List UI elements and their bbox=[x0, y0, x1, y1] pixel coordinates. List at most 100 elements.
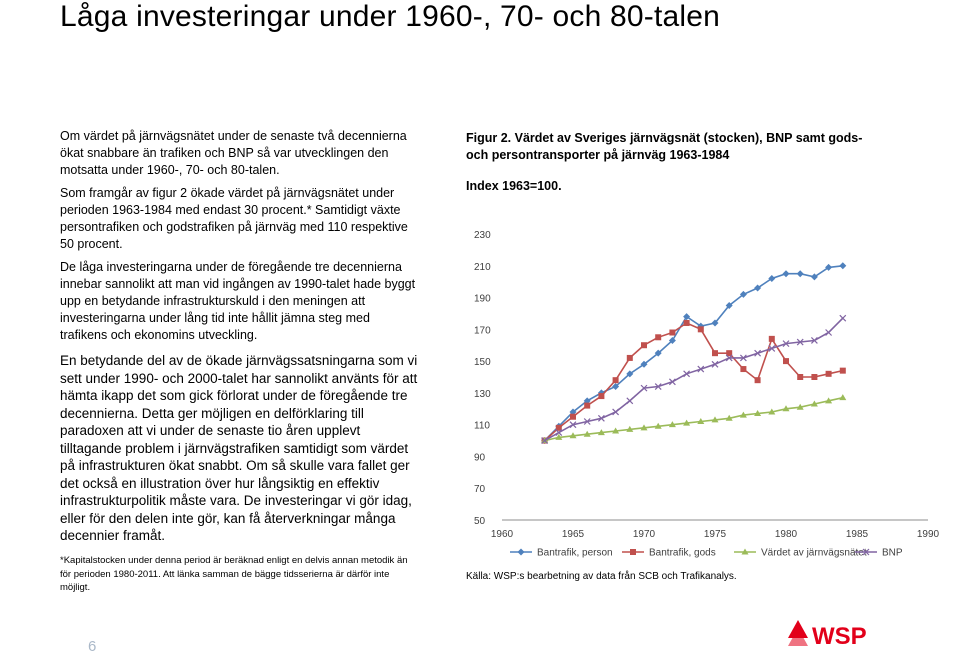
data-point bbox=[782, 270, 790, 278]
x-tick-label: 1990 bbox=[917, 529, 940, 540]
slide-title: Låga investeringar under 1960-, 70- och … bbox=[60, 0, 721, 33]
data-point bbox=[839, 262, 847, 270]
data-point bbox=[640, 424, 648, 431]
data-point-b bbox=[626, 397, 634, 405]
paragraph-2: Som framgår av figur 2 ökade värdet på j… bbox=[60, 186, 408, 251]
page-number: 6 bbox=[88, 638, 97, 655]
data-point bbox=[711, 416, 719, 423]
data-point-b bbox=[825, 329, 833, 336]
legend-label: Bantrafik, person bbox=[537, 548, 613, 559]
data-point bbox=[768, 274, 776, 282]
legend-swatch-marker bbox=[741, 548, 749, 555]
footnote: *Kapitalstocken under denna period är be… bbox=[60, 555, 408, 593]
data-point-b bbox=[683, 370, 691, 378]
y-tick-label: 230 bbox=[474, 230, 491, 241]
legend-swatch-marker bbox=[517, 548, 525, 556]
data-point bbox=[754, 410, 762, 417]
data-point bbox=[839, 394, 847, 401]
data-point bbox=[626, 354, 633, 361]
data-point bbox=[612, 427, 620, 434]
x-tick-label: 1960 bbox=[491, 529, 514, 540]
data-point bbox=[626, 370, 634, 378]
data-point-b bbox=[668, 378, 676, 386]
series-värdet-av-järnvägsnätet bbox=[541, 394, 847, 444]
data-point-b bbox=[555, 429, 563, 437]
data-point bbox=[640, 360, 648, 368]
data-point bbox=[598, 393, 605, 400]
data-point bbox=[712, 350, 718, 357]
y-tick-label: 50 bbox=[474, 516, 486, 527]
data-point bbox=[683, 319, 690, 326]
data-point-b bbox=[725, 354, 733, 362]
data-point-b bbox=[583, 418, 591, 425]
data-point-b bbox=[796, 338, 804, 346]
data-point bbox=[726, 350, 733, 357]
x-tick-label: 1975 bbox=[704, 529, 727, 540]
y-tick-label: 170 bbox=[474, 325, 491, 336]
paragraph-1: Om värdet på järnvägsnätet under de sena… bbox=[60, 129, 407, 177]
data-point bbox=[810, 273, 818, 281]
data-point bbox=[754, 377, 761, 384]
x-tick-label: 1985 bbox=[846, 529, 869, 540]
figure-title: Figur 2. Värdet av Sveriges järnvägsnät … bbox=[466, 131, 863, 162]
data-point bbox=[597, 429, 605, 436]
data-point-b bbox=[768, 344, 776, 352]
data-point bbox=[569, 408, 577, 416]
y-tick-label: 110 bbox=[474, 421, 490, 432]
figure-source: Källa: WSP:s bearbetning av data från SC… bbox=[466, 571, 737, 582]
data-point bbox=[725, 414, 733, 421]
data-point-b bbox=[810, 337, 818, 344]
data-point bbox=[697, 417, 705, 424]
series-bantrafik-person bbox=[541, 262, 847, 445]
data-point-b bbox=[597, 414, 605, 422]
series-line-bnp bbox=[544, 317, 844, 442]
y-tick-label: 90 bbox=[474, 452, 486, 463]
data-point bbox=[796, 270, 804, 278]
data-point bbox=[740, 366, 747, 373]
data-point bbox=[655, 334, 662, 341]
series-line-bantrafik-gods bbox=[544, 322, 843, 442]
data-point bbox=[782, 405, 790, 412]
legend-swatch-marker bbox=[630, 549, 636, 555]
series-bantrafik-gods bbox=[541, 319, 846, 444]
legend-entry: Värdet av järnvägsnätet bbox=[734, 548, 867, 559]
data-point bbox=[754, 284, 762, 292]
paragraph-4: En betydande del av de ökade järnvägssat… bbox=[60, 353, 418, 543]
data-point-b bbox=[739, 354, 747, 362]
data-point bbox=[796, 403, 804, 410]
data-point bbox=[683, 419, 691, 426]
paragraph-3: De låga investeringarna under de föregåe… bbox=[60, 260, 416, 342]
data-point bbox=[626, 425, 634, 432]
x-tick-label: 1970 bbox=[633, 529, 656, 540]
data-point bbox=[839, 367, 846, 374]
wsp-logo: WSP bbox=[784, 616, 884, 656]
y-tick-label: 150 bbox=[474, 357, 491, 368]
logo-triangles bbox=[788, 620, 808, 646]
data-point-b bbox=[569, 421, 577, 429]
data-point bbox=[641, 342, 647, 349]
data-point-b bbox=[697, 365, 705, 373]
y-tick-label: 190 bbox=[474, 294, 491, 305]
data-point bbox=[668, 336, 676, 344]
data-point bbox=[583, 397, 591, 405]
line-chart: 230 210 190 170 150 130 110 90 70 50 1960 1965 1970 1… bbox=[462, 215, 942, 565]
legend-label: Bantrafik, gods bbox=[649, 548, 716, 559]
data-point bbox=[711, 319, 719, 327]
data-point-b bbox=[640, 384, 648, 392]
series-line-bantrafik-person bbox=[544, 265, 843, 442]
data-point bbox=[783, 358, 789, 365]
data-point bbox=[654, 349, 662, 357]
legend-entry: Bantrafik, person bbox=[510, 548, 613, 559]
y-tick-label: 70 bbox=[474, 484, 486, 495]
data-point bbox=[669, 329, 676, 336]
data-point bbox=[654, 422, 662, 429]
legend-entry: Bantrafik, gods bbox=[622, 548, 716, 559]
data-point bbox=[725, 302, 733, 309]
data-point bbox=[570, 413, 576, 420]
data-point bbox=[810, 400, 818, 407]
data-point-b bbox=[654, 383, 662, 390]
data-point-b bbox=[541, 437, 549, 444]
data-point bbox=[612, 383, 620, 391]
data-point bbox=[768, 335, 775, 342]
data-point bbox=[583, 430, 591, 437]
